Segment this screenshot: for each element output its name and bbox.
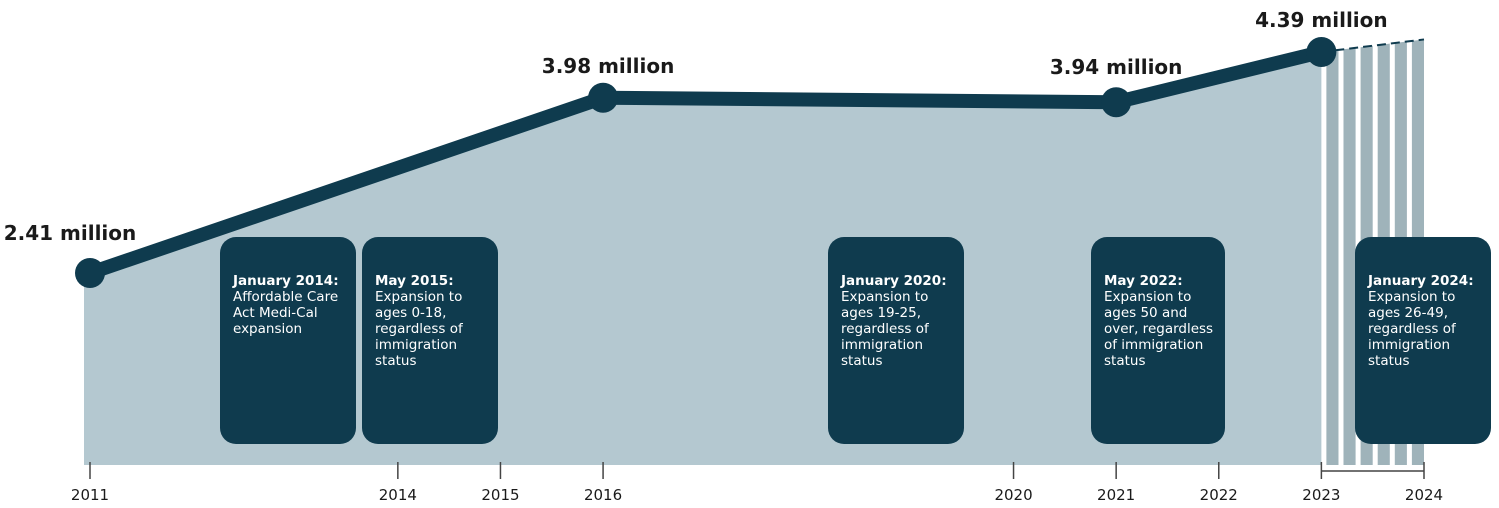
event-box: May 2015: Expansion to ages 0-18, regardl… [362, 237, 498, 444]
x-tick-label: 2022 [1200, 486, 1238, 504]
event-date: January 2024: [1368, 273, 1474, 289]
event-date: January 2014: [233, 273, 339, 289]
event-date: January 2020: [841, 273, 947, 289]
data-point [1306, 37, 1337, 67]
data-point [588, 82, 619, 113]
x-tick-label: 2024 [1405, 486, 1443, 504]
value-label: 4.39 million [1255, 8, 1388, 32]
data-point [75, 258, 105, 288]
event-box: January 2014: Affordable Care Act Medi-Ca… [220, 237, 356, 444]
x-tick-label: 2020 [994, 486, 1032, 504]
projection-bar [1326, 49, 1339, 465]
value-label: 3.94 million [1050, 55, 1183, 79]
x-axis: 2011 2014 2015 2016 2020 2021 2022 2023 2024 [71, 462, 1443, 504]
event-description: Expansion to ages 0-18, regardless of im… [375, 289, 463, 369]
x-tick-label: 2023 [1302, 486, 1340, 504]
x-tick-label: 2021 [1097, 486, 1135, 504]
x-tick-label: 2014 [379, 486, 417, 504]
data-point [1101, 87, 1132, 118]
line-layer [75, 37, 1425, 288]
event-description: Expansion to ages 26-49, regardless of i… [1368, 289, 1456, 369]
event-box: May 2022: Expansion to ages 50 and over, … [1091, 237, 1225, 444]
event-description: Affordable Care Act Medi-Cal expansion [233, 289, 339, 337]
x-tick-label: 2015 [481, 486, 519, 504]
projection-bar [1343, 47, 1356, 465]
x-tick-label: 2016 [584, 486, 622, 504]
x-tick-label: 2011 [71, 486, 109, 504]
projection-line [1321, 38, 1425, 53]
data-line [83, 45, 1329, 280]
event-date: May 2022: [1104, 273, 1183, 289]
event-description: Expansion to ages 50 and over, regardles… [1104, 289, 1214, 369]
value-labels: 2.41 million 3.98 million 3.94 million 4.39… [4, 8, 1388, 245]
value-label: 3.98 million [542, 54, 675, 78]
event-box: January 2024: Expansion to ages 26-49, re… [1355, 237, 1491, 444]
event-box: January 2020: Expansion to ages 19-25, re… [828, 237, 964, 444]
event-date: May 2015: [375, 273, 454, 289]
value-label: 2.41 million [4, 221, 137, 245]
event-description: Expansion to ages 19-25, regardless of i… [841, 289, 929, 369]
